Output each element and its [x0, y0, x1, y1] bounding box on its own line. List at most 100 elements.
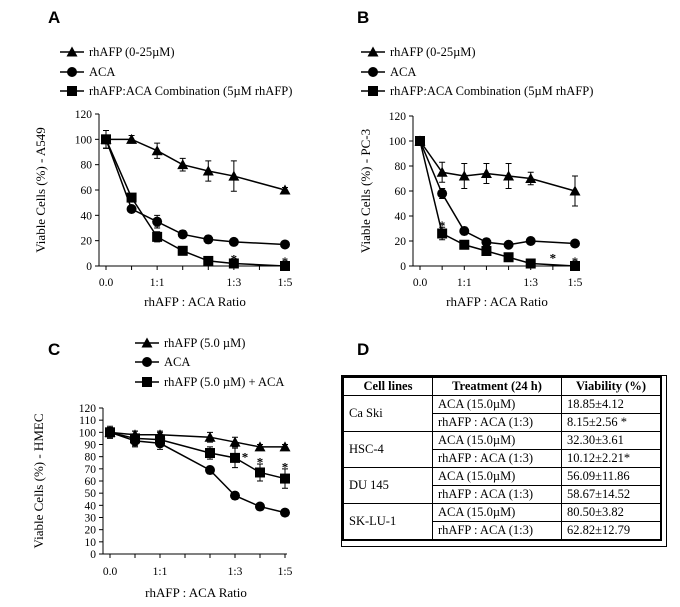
chart-a-viability-a549: 0 20 40 60 80 100 120 0.0 1:1 1:3 1:5 rhAFP : ACA R…	[33, 45, 293, 309]
y-tick-label: 0	[90, 549, 96, 561]
data-point	[503, 252, 514, 263]
treatment-cell: ACA (15.0µM)	[432, 503, 562, 522]
x-tick-label: 1:3	[523, 277, 538, 289]
viability-cell: 56.09±11.86	[561, 467, 661, 486]
series-square	[415, 136, 580, 271]
legend-marker	[368, 67, 378, 77]
data-point	[255, 501, 265, 512]
y-tick-label: 20	[85, 525, 97, 537]
y-tick-label: 100	[79, 427, 97, 439]
legend-marker	[67, 86, 77, 96]
legend-label: rhAFP (5.0 µM) + ACA	[164, 375, 284, 389]
table-row: HSC-4 ACA (15.0µM) 32.30±3.61	[343, 431, 661, 468]
series-square	[101, 129, 290, 271]
x-axis-label: rhAFP : ACA Ratio	[446, 294, 548, 309]
legend-label: ACA	[390, 65, 416, 79]
data-point	[280, 261, 290, 271]
data-point	[155, 434, 165, 445]
data-point	[459, 226, 470, 236]
series-square	[105, 425, 290, 489]
data-point	[152, 216, 163, 227]
legend-marker	[66, 46, 78, 57]
data-point	[280, 473, 290, 484]
viability-cell: 58.67±14.52	[561, 485, 661, 504]
data-point	[130, 433, 140, 444]
x-tick-label: 1:1	[153, 566, 168, 578]
y-tick-label: 30	[85, 513, 97, 525]
data-point	[570, 238, 580, 249]
data-point	[279, 184, 291, 195]
y-tick-label: 20	[81, 236, 93, 248]
data-point	[126, 192, 137, 203]
panel-label-d: D	[357, 340, 370, 359]
y-tick-label: 90	[85, 440, 97, 452]
viability-cell: 18.85±4.12	[561, 395, 661, 414]
x-tick-label: 1:5	[568, 277, 583, 289]
data-point	[152, 231, 163, 242]
y-tick-label: 80	[395, 161, 407, 173]
data-point	[228, 170, 240, 181]
y-tick-label: 0	[400, 261, 406, 273]
significance-star: *	[550, 250, 557, 265]
table-row: rhAFP : ACA (1:3) 62.82±12.79	[344, 521, 661, 540]
data-point	[205, 448, 215, 459]
significance-star: *	[282, 254, 289, 269]
y-tick-label: 70	[85, 464, 97, 476]
viability-table-frame	[341, 375, 667, 547]
significance-star: *	[282, 459, 289, 474]
data-point	[280, 239, 290, 250]
data-point	[202, 165, 214, 176]
legend-marker	[141, 337, 153, 348]
significance-star: *	[439, 218, 446, 233]
cell-line-name: HSC-4	[343, 431, 433, 468]
data-point	[525, 173, 537, 183]
data-point	[437, 188, 448, 199]
header-cell-lines: Cell lines	[343, 377, 433, 396]
series-line	[419, 140, 576, 192]
data-point	[569, 185, 581, 196]
legend-marker	[142, 357, 152, 367]
data-point	[205, 465, 215, 476]
viability-cell: 8.15±2.56 *	[561, 413, 661, 432]
data-point	[480, 168, 492, 178]
chart-b-viability-pc3: 0 20 40 60 80 100 120 0.0 1:1 1:3 1:5 rhAFP : ACA R…	[358, 45, 593, 309]
data-point	[525, 258, 536, 269]
x-axis-label: rhAFP : ACA Ratio	[144, 294, 246, 309]
significance-star: *	[572, 254, 579, 269]
series-line	[105, 139, 286, 267]
viability-cell: 32.30±3.61	[561, 431, 661, 450]
treatment-cell: ACA (15.0µM)	[432, 467, 562, 486]
table-row: Ca Ski ACA (15.0µM) 18.85±4.12	[343, 395, 661, 432]
data-point	[458, 170, 470, 181]
y-axis-label: Viable Cells (%) - PC-3	[358, 129, 373, 253]
data-point	[229, 436, 241, 447]
legend-label: ACA	[164, 355, 190, 369]
treatment-cell: rhAFP : ACA (1:3)	[432, 449, 562, 468]
data-point	[203, 234, 214, 245]
data-point	[503, 170, 515, 181]
x-tick-label: 0.0	[103, 566, 118, 578]
series-line	[419, 140, 576, 267]
significance-star: *	[154, 220, 161, 235]
table-row: SK-LU-1 ACA (15.0µM) 80.50±3.82	[343, 503, 661, 540]
x-tick-label: 1:1	[150, 277, 165, 289]
data-point	[230, 452, 240, 463]
y-tick-label: 20	[395, 236, 407, 248]
data-point	[436, 166, 448, 177]
treatment-cell: rhAFP : ACA (1:3)	[432, 521, 562, 540]
data-point	[105, 427, 115, 438]
data-point	[204, 431, 216, 442]
x-axis-label: rhAFP : ACA Ratio	[145, 585, 247, 600]
data-point	[228, 236, 239, 247]
cell-line-name: Ca Ski	[343, 395, 433, 432]
treatment-cell: rhAFP : ACA (1:3)	[432, 413, 562, 432]
legend-marker	[368, 86, 378, 96]
significance-star: *	[231, 251, 238, 266]
data-point	[437, 228, 448, 239]
treatment-cell: ACA (15.0µM)	[432, 431, 562, 450]
series-triangle	[100, 129, 291, 195]
data-point	[126, 204, 137, 214]
treatment-cell: ACA (15.0µM)	[432, 395, 562, 414]
y-axis-label: Viable Cells (%) - A549	[33, 127, 48, 253]
data-point	[101, 134, 111, 145]
